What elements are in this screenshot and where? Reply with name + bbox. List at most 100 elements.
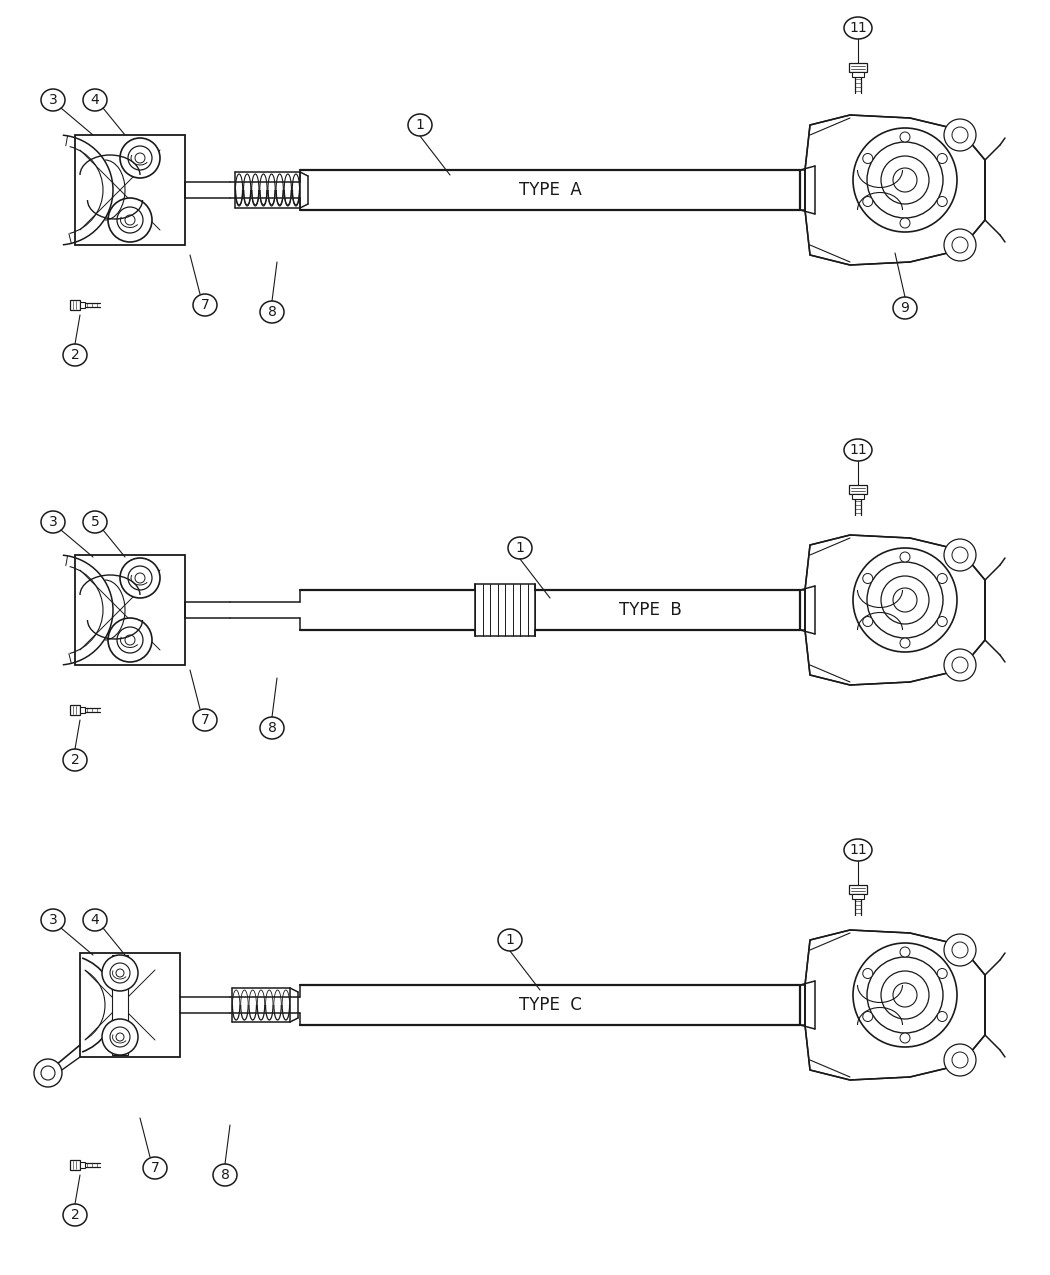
- Circle shape: [938, 1011, 947, 1021]
- Bar: [849, 62, 867, 71]
- Text: 3: 3: [48, 913, 58, 927]
- Circle shape: [135, 572, 145, 583]
- Ellipse shape: [41, 511, 65, 533]
- Circle shape: [863, 617, 873, 626]
- Text: TYPE  C: TYPE C: [519, 996, 582, 1014]
- Circle shape: [938, 969, 947, 978]
- Text: 11: 11: [849, 442, 867, 456]
- Ellipse shape: [143, 1156, 167, 1179]
- Circle shape: [900, 218, 910, 228]
- Circle shape: [863, 969, 873, 978]
- Text: 5: 5: [90, 515, 100, 529]
- Text: TYPE  B: TYPE B: [618, 601, 681, 618]
- Circle shape: [863, 196, 873, 207]
- Ellipse shape: [508, 537, 532, 558]
- Circle shape: [900, 638, 910, 648]
- Ellipse shape: [193, 709, 217, 731]
- Circle shape: [128, 566, 152, 590]
- Circle shape: [900, 133, 910, 142]
- Circle shape: [853, 128, 957, 232]
- Circle shape: [867, 958, 943, 1033]
- Bar: [80, 302, 85, 309]
- Circle shape: [135, 153, 145, 163]
- Text: 11: 11: [849, 20, 867, 34]
- Ellipse shape: [63, 344, 87, 366]
- Bar: [70, 300, 80, 310]
- Circle shape: [944, 230, 977, 261]
- Text: 7: 7: [150, 1162, 160, 1176]
- Circle shape: [938, 196, 947, 207]
- Circle shape: [863, 153, 873, 163]
- Text: 1: 1: [505, 933, 514, 947]
- Bar: [849, 484, 867, 493]
- Circle shape: [867, 142, 943, 218]
- Circle shape: [892, 168, 917, 193]
- Text: 3: 3: [48, 93, 58, 107]
- Text: 2: 2: [70, 754, 80, 768]
- Circle shape: [117, 627, 143, 653]
- Text: 7: 7: [201, 298, 209, 312]
- Circle shape: [108, 198, 152, 242]
- Bar: [80, 708, 85, 713]
- Ellipse shape: [63, 748, 87, 771]
- Circle shape: [867, 562, 943, 638]
- Circle shape: [900, 947, 910, 958]
- Circle shape: [938, 574, 947, 584]
- Ellipse shape: [892, 297, 917, 319]
- Ellipse shape: [41, 909, 65, 931]
- Circle shape: [881, 972, 929, 1019]
- Circle shape: [102, 955, 138, 991]
- Bar: [112, 955, 128, 1054]
- Text: 2: 2: [70, 1207, 80, 1221]
- Circle shape: [881, 156, 929, 204]
- Bar: [852, 71, 864, 76]
- Polygon shape: [805, 115, 985, 265]
- Circle shape: [938, 153, 947, 163]
- Bar: [80, 1162, 85, 1168]
- Text: TYPE  A: TYPE A: [519, 181, 582, 199]
- Ellipse shape: [844, 439, 872, 462]
- Ellipse shape: [260, 717, 284, 740]
- Bar: [70, 1160, 80, 1170]
- Text: 8: 8: [268, 720, 276, 734]
- Text: 9: 9: [901, 301, 909, 315]
- Circle shape: [881, 576, 929, 623]
- Circle shape: [110, 1026, 130, 1047]
- Polygon shape: [805, 929, 985, 1080]
- Text: 1: 1: [516, 541, 524, 555]
- Circle shape: [938, 617, 947, 626]
- Text: 4: 4: [90, 913, 100, 927]
- Text: 7: 7: [201, 713, 209, 727]
- Bar: [852, 493, 864, 499]
- Circle shape: [108, 618, 152, 662]
- Circle shape: [853, 548, 957, 652]
- Bar: [75, 135, 185, 245]
- Text: 2: 2: [70, 348, 80, 362]
- Text: 3: 3: [48, 515, 58, 529]
- Ellipse shape: [408, 113, 432, 136]
- Circle shape: [125, 635, 135, 645]
- Bar: [70, 705, 80, 715]
- Bar: [80, 952, 180, 1057]
- Circle shape: [120, 558, 160, 598]
- Circle shape: [944, 935, 977, 966]
- Polygon shape: [805, 536, 985, 685]
- Text: 1: 1: [416, 119, 424, 133]
- Ellipse shape: [83, 909, 107, 931]
- Circle shape: [944, 539, 977, 571]
- Ellipse shape: [844, 839, 872, 861]
- Circle shape: [944, 119, 977, 150]
- Circle shape: [120, 138, 160, 178]
- Ellipse shape: [498, 929, 522, 951]
- Text: 8: 8: [220, 1168, 230, 1182]
- Bar: [75, 555, 185, 666]
- Circle shape: [900, 552, 910, 562]
- Circle shape: [944, 649, 977, 681]
- Ellipse shape: [63, 1204, 87, 1227]
- Circle shape: [892, 588, 917, 612]
- Circle shape: [853, 944, 957, 1047]
- Text: 8: 8: [268, 305, 276, 319]
- Ellipse shape: [83, 89, 107, 111]
- Circle shape: [128, 147, 152, 170]
- Circle shape: [863, 1011, 873, 1021]
